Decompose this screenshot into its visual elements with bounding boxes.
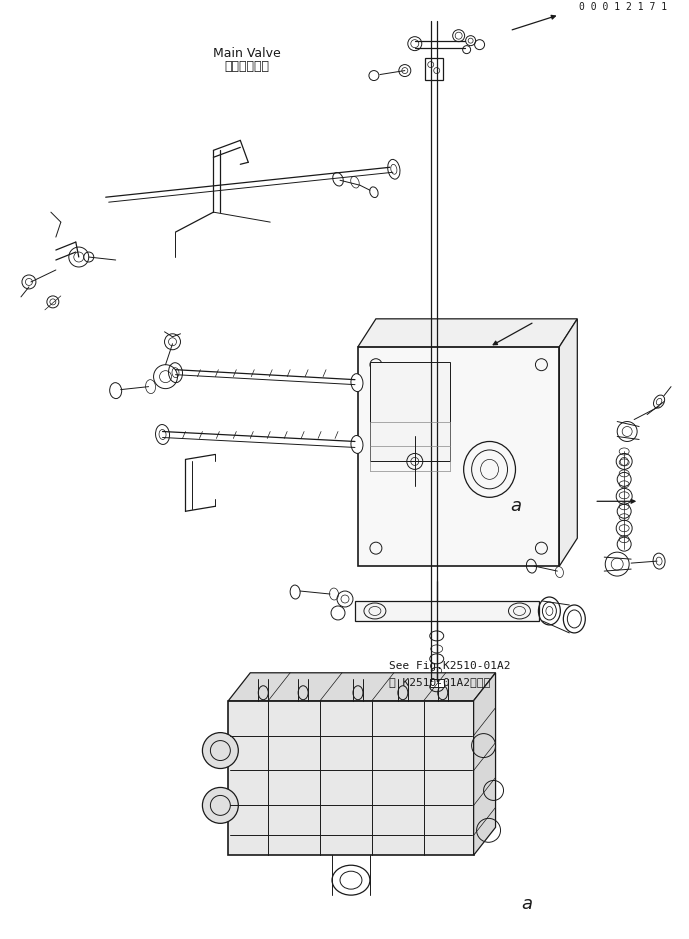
Polygon shape xyxy=(228,700,473,855)
Bar xyxy=(424,57,443,80)
Circle shape xyxy=(203,788,238,824)
Text: 第 K2510-01A2図参照: 第 K2510-01A2図参照 xyxy=(389,677,491,687)
Polygon shape xyxy=(228,672,495,700)
Text: 0 0 0 1 2 1 7 1: 0 0 0 1 2 1 7 1 xyxy=(579,2,668,12)
Ellipse shape xyxy=(351,374,363,392)
Text: See Fig.K2510-01A2: See Fig.K2510-01A2 xyxy=(389,661,511,670)
Ellipse shape xyxy=(351,436,363,454)
Bar xyxy=(430,679,444,686)
Text: a: a xyxy=(511,498,522,516)
Polygon shape xyxy=(358,346,559,566)
Polygon shape xyxy=(355,601,539,621)
Polygon shape xyxy=(559,319,577,566)
Ellipse shape xyxy=(169,362,183,382)
Polygon shape xyxy=(473,672,495,855)
Polygon shape xyxy=(358,319,577,346)
Circle shape xyxy=(203,732,238,768)
Text: Main Valve: Main Valve xyxy=(213,47,281,60)
Ellipse shape xyxy=(156,424,169,444)
Text: メインバルブ: メインバルブ xyxy=(225,60,269,73)
Text: a: a xyxy=(521,896,532,914)
Ellipse shape xyxy=(110,383,122,398)
Bar xyxy=(370,362,450,461)
